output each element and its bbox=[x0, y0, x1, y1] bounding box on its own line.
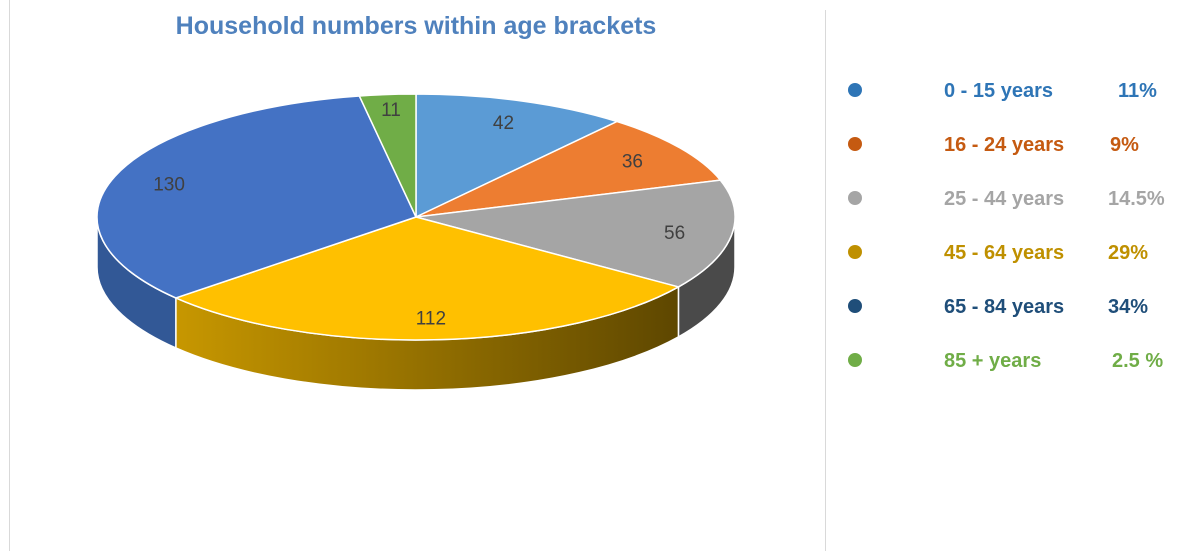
legend-percent-0-15: 11% bbox=[1118, 80, 1157, 102]
legend-marker-65-84 bbox=[848, 299, 862, 313]
legend-percent-65-84: 34% bbox=[1108, 296, 1149, 318]
data-label-65-84: 130 bbox=[153, 175, 185, 196]
legend-percent-85-plus: 2.5 % bbox=[1112, 350, 1164, 372]
legend-label-85-plus: 85 + years bbox=[944, 350, 1042, 372]
data-label-45-64: 112 bbox=[416, 309, 446, 330]
pie-chart: 42 36 56 112 130 11 bbox=[96, 93, 736, 391]
legend-label-45-64: 45 - 64 years bbox=[944, 242, 1065, 264]
legend-marker-45-64 bbox=[848, 245, 862, 259]
legend-marker-85-plus bbox=[848, 353, 862, 367]
legend-marker-0-15 bbox=[848, 83, 862, 97]
legend-label-16-24: 16 - 24 years bbox=[944, 134, 1065, 156]
pie-slice-25-44 bbox=[415, 179, 736, 288]
legend-label-25-44: 25 - 44 years bbox=[944, 188, 1065, 210]
pie-slice-0-15 bbox=[415, 93, 620, 219]
legend-label-0-15: 0 - 15 years bbox=[944, 80, 1053, 102]
legend-marker-16-24 bbox=[848, 137, 862, 151]
legend-percent-45-64: 29% bbox=[1108, 242, 1149, 264]
legend-percent-16-24: 9% bbox=[1110, 134, 1139, 156]
pie-slice-45-64 bbox=[173, 216, 681, 341]
chart-title: Household numbers within age brackets bbox=[175, 12, 657, 40]
legend-percent-25-44: 14.5% bbox=[1108, 188, 1165, 210]
data-label-16-24: 36 bbox=[622, 151, 643, 172]
chart-frame-left-border bbox=[9, 0, 10, 551]
chart-frame-right-border bbox=[825, 10, 826, 551]
legend-marker-25-44 bbox=[848, 191, 862, 205]
pie-slice-16-24 bbox=[415, 120, 722, 218]
data-label-85-plus: 11 bbox=[381, 100, 401, 121]
data-label-0-15: 42 bbox=[493, 113, 514, 134]
data-label-25-44: 56 bbox=[664, 223, 685, 244]
legend-label-65-84: 65 - 84 years bbox=[944, 296, 1065, 318]
pie-slice-65-84 bbox=[96, 95, 418, 299]
pie-slice-85-plus bbox=[358, 93, 417, 218]
